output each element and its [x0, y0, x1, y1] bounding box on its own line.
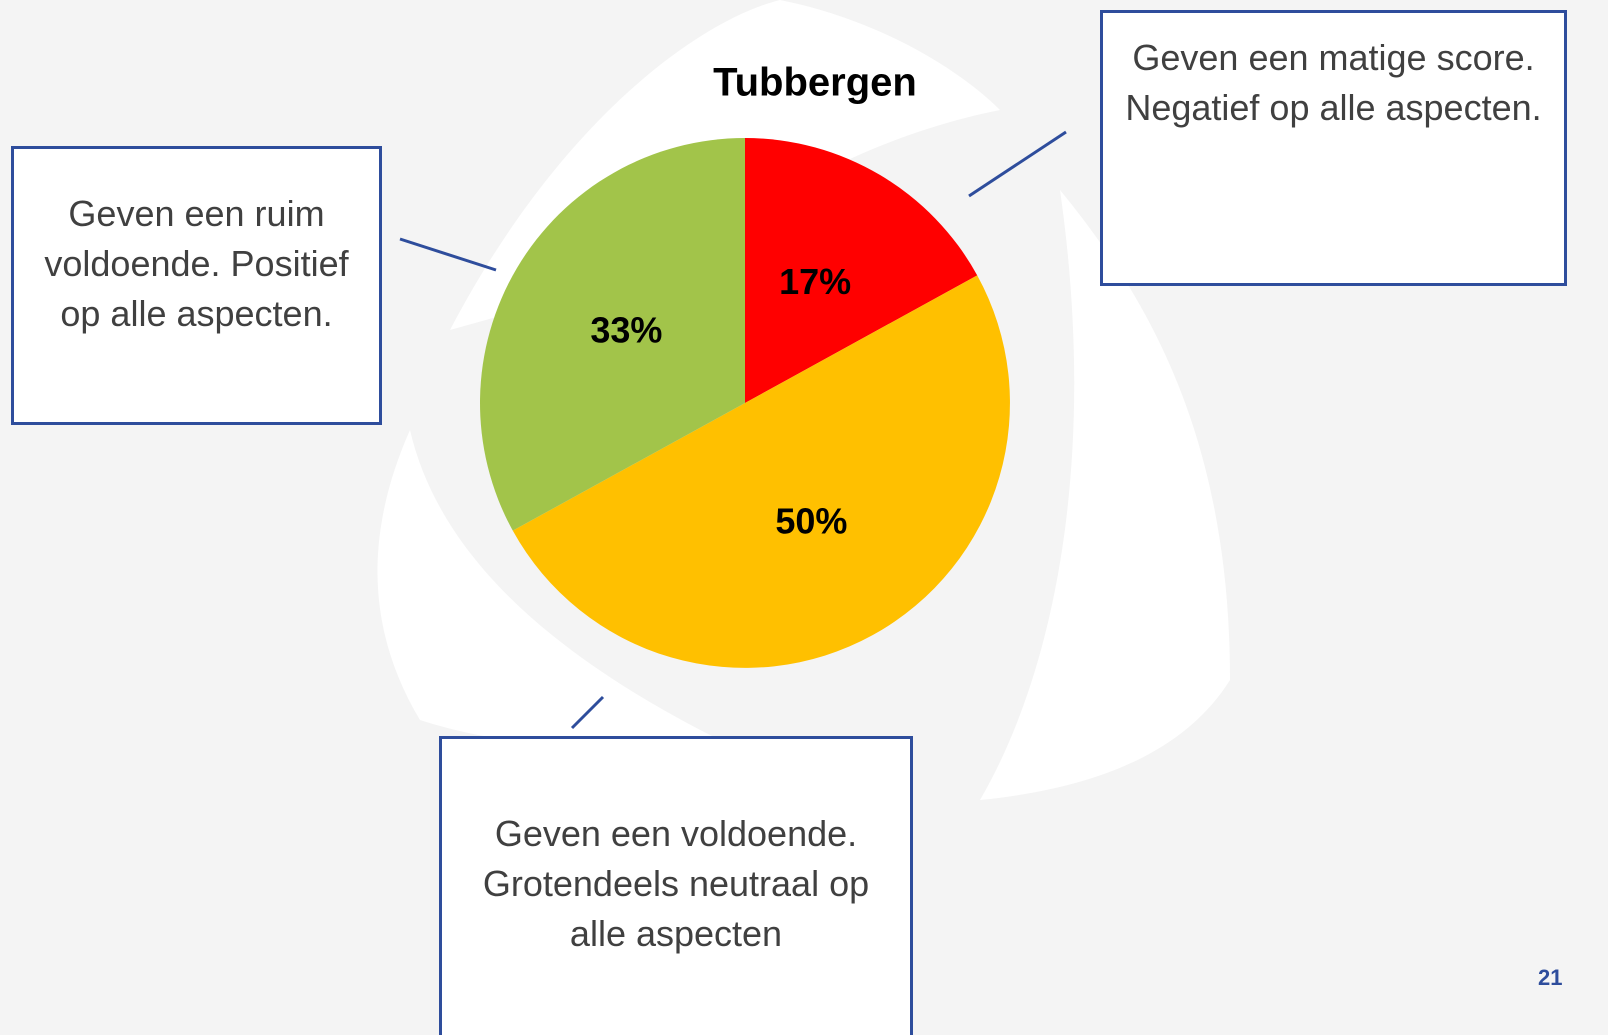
page-number: 21 — [1538, 965, 1563, 990]
data-label: 17% — [779, 261, 851, 302]
leader-line — [570, 695, 605, 730]
chart-title: Tubbergen — [713, 61, 917, 105]
data-label: 33% — [590, 309, 662, 350]
leader-line — [399, 237, 497, 272]
annotation: Geven een voldoende. Grotendeels neutraa… — [482, 813, 870, 954]
annotation-box: Geven een voldoende. Grotendeels neutraa… — [439, 736, 913, 1035]
data-label: 50% — [775, 500, 847, 541]
pie-slice — [745, 138, 978, 403]
pie-slice — [512, 275, 1010, 668]
annotation-box: Geven een ruim voldoende. Positief op al… — [11, 146, 382, 425]
annotation: Geven een matige score. Negatief op alle… — [1125, 37, 1542, 128]
annotation: Geven een ruim voldoende. Positief op al… — [44, 193, 349, 334]
annotation-box: Geven een matige score. Negatief op alle… — [1100, 10, 1567, 286]
pie-slice — [479, 137, 746, 531]
leader-lines — [399, 130, 1067, 730]
leader-line — [968, 130, 1067, 198]
